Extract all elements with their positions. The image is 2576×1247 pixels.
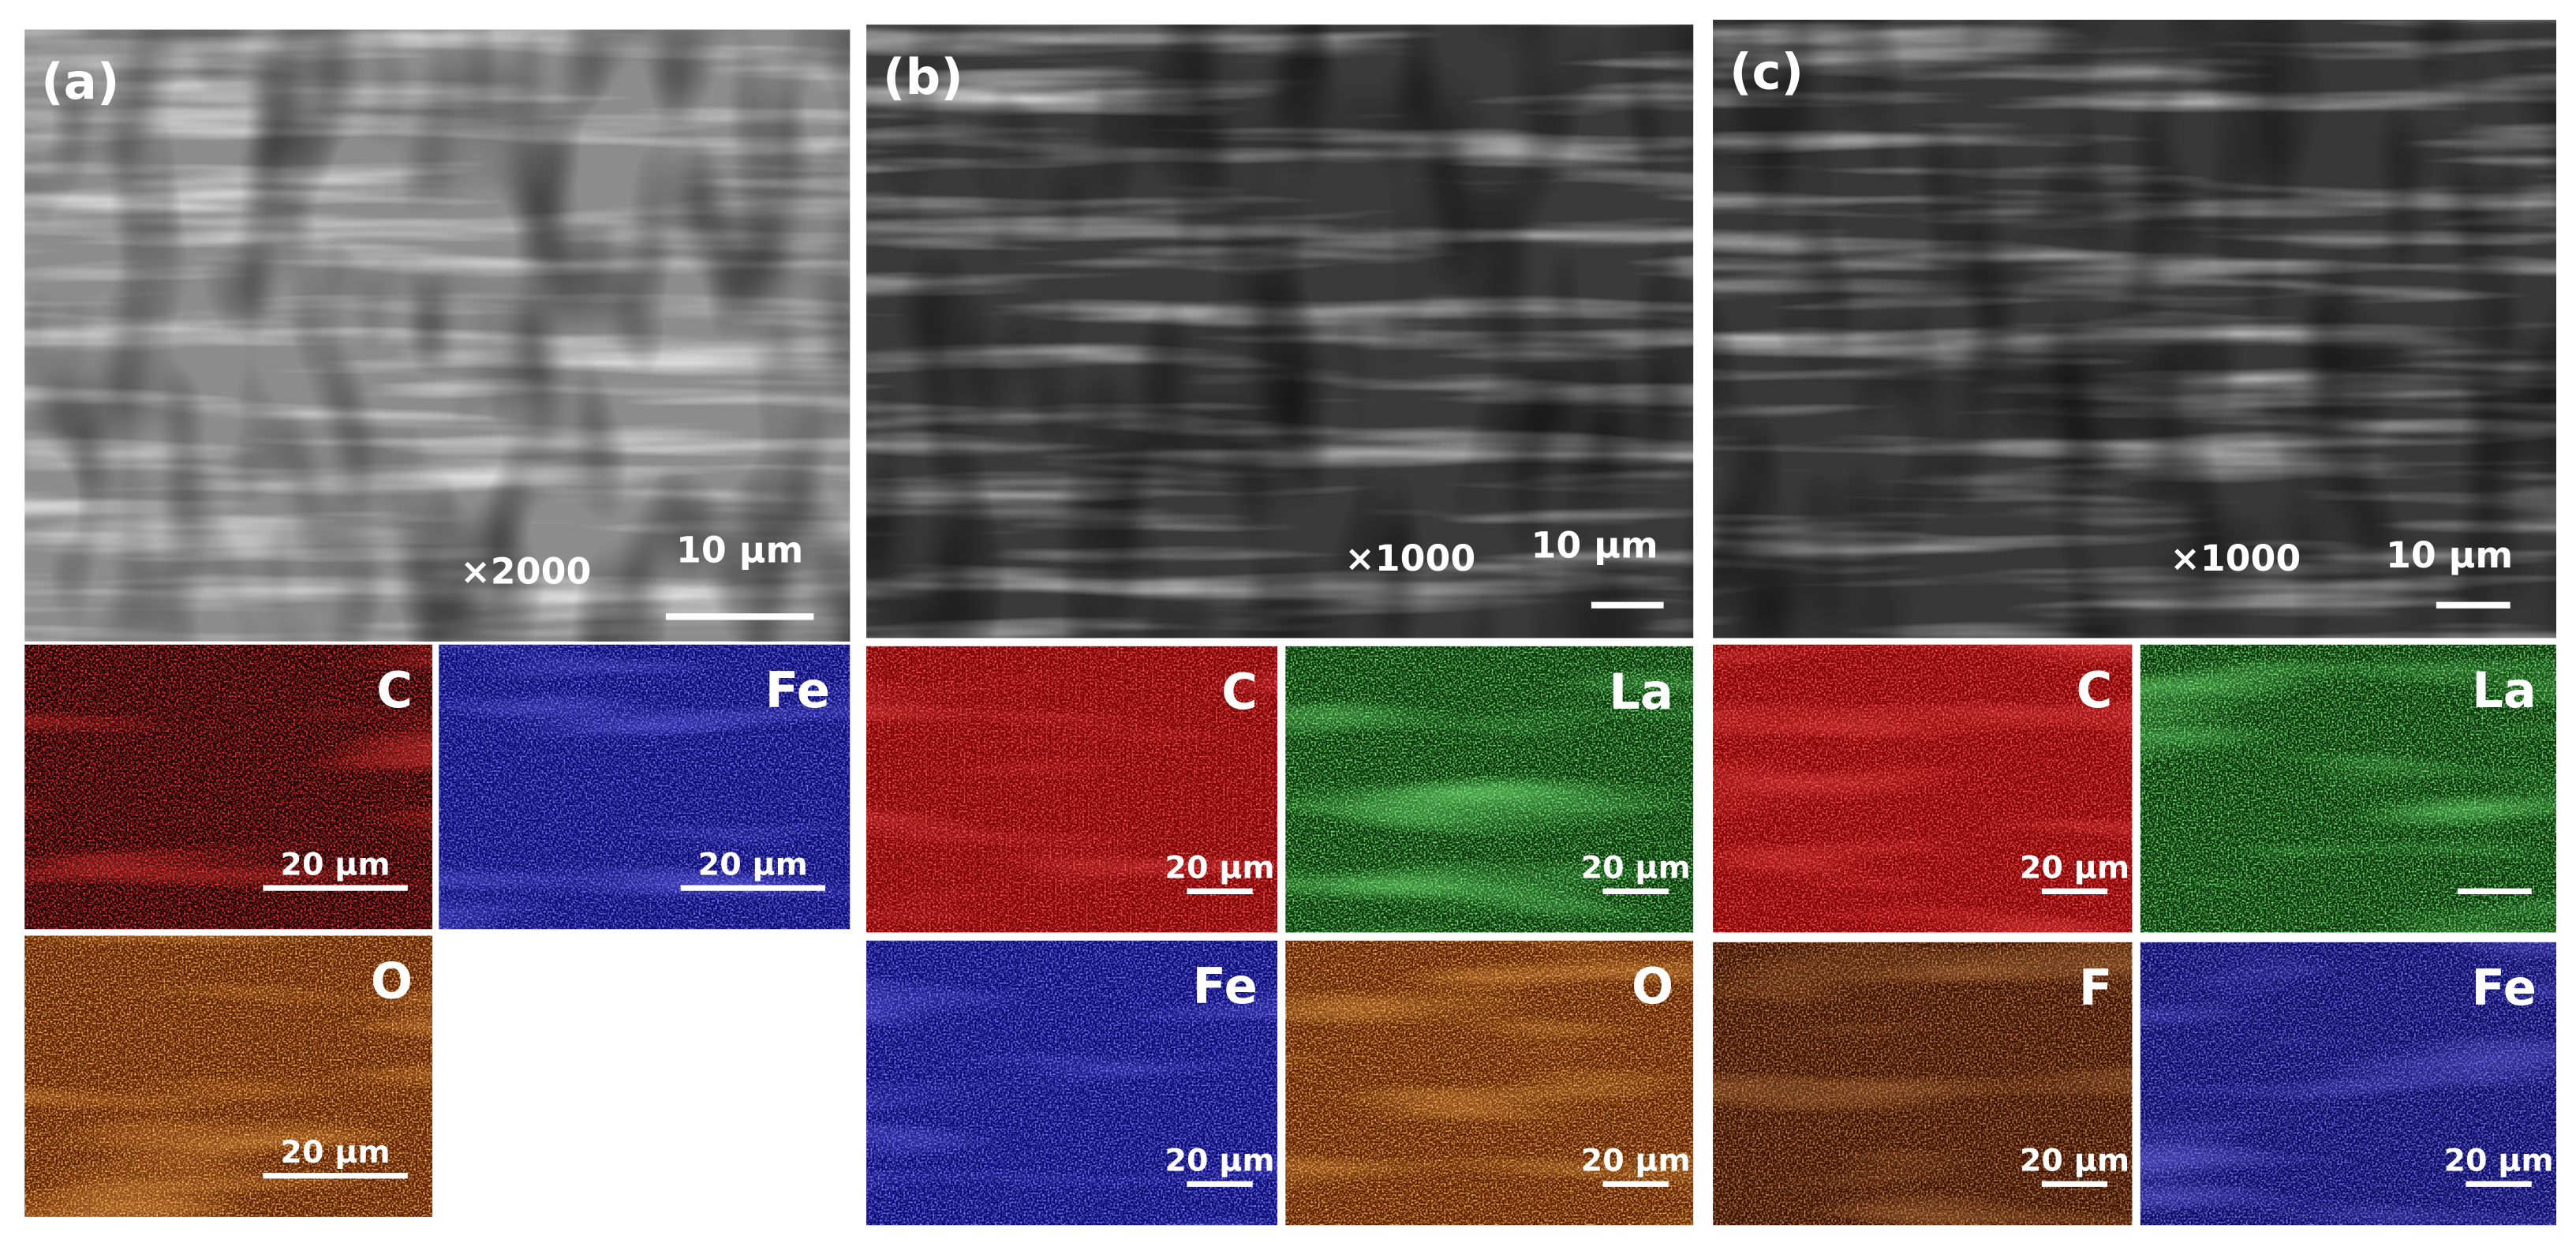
eds-map: C 20 µm bbox=[24, 644, 432, 930]
eds-map: O 20 µm bbox=[1285, 940, 1694, 1226]
element-label: Fe bbox=[2471, 959, 2537, 1017]
element-label: La bbox=[2472, 661, 2537, 719]
element-label: C bbox=[2077, 661, 2113, 719]
scale-bar-label: 10 µm bbox=[2386, 534, 2513, 576]
scale-bar-label: 20 µm bbox=[2020, 850, 2129, 886]
map-texture bbox=[1713, 644, 2133, 933]
scale-bar-label: 20 µm bbox=[280, 1134, 390, 1170]
magnification: ×2000 bbox=[460, 550, 591, 593]
scale-bar-label: 10 µm bbox=[1531, 523, 1658, 566]
scale-bar-label: 20 µm bbox=[2020, 1143, 2129, 1179]
panel: (b) ×1000 10 µm C 20 µm La 20 µm Fe 20 µm O 20 µm bbox=[866, 24, 1694, 1226]
scale-bar-label: 20 µm bbox=[2443, 1143, 2553, 1179]
map-texture bbox=[2140, 644, 2556, 933]
map-texture bbox=[1285, 940, 1694, 1226]
map-texture bbox=[2140, 942, 2556, 1226]
element-label: C bbox=[376, 661, 413, 719]
eds-map: Fe 20 µm bbox=[2140, 942, 2556, 1226]
scale-bar-label: 20 µm bbox=[1581, 850, 1691, 886]
panel: (c) ×1000 10 µm C 20 µm La F 20 µm Fe 20 µm bbox=[1713, 20, 2556, 1226]
element-label: O bbox=[371, 953, 413, 1010]
eds-map: C 20 µm bbox=[866, 646, 1277, 933]
scale-bar-label: 20 µm bbox=[1165, 1143, 1274, 1179]
scale-bar-label: 20 µm bbox=[698, 846, 808, 882]
map-texture bbox=[24, 935, 432, 1217]
scale-bar-label: 20 µm bbox=[1581, 1143, 1691, 1179]
map-texture bbox=[866, 940, 1277, 1226]
eds-map: La bbox=[2140, 644, 2556, 933]
magnification: ×1000 bbox=[1344, 537, 1475, 579]
eds-map: La 20 µm bbox=[1285, 646, 1694, 933]
panel-label: (c) bbox=[1729, 43, 1804, 101]
map-texture bbox=[1713, 942, 2133, 1226]
scale-bar-label: 10 µm bbox=[676, 529, 803, 571]
sem-texture bbox=[866, 24, 1694, 638]
eds-map: C 20 µm bbox=[1713, 644, 2133, 933]
sem-texture bbox=[1713, 20, 2556, 638]
element-label: C bbox=[1221, 663, 1258, 721]
scale-bar-label: 20 µm bbox=[280, 846, 390, 882]
magnification: ×1000 bbox=[2170, 537, 2301, 579]
eds-map: O 20 µm bbox=[24, 935, 432, 1217]
map-texture bbox=[439, 644, 851, 930]
map-texture bbox=[866, 646, 1277, 933]
element-label: Fe bbox=[1192, 957, 1258, 1015]
element-label: O bbox=[1632, 957, 1673, 1015]
element-label: F bbox=[2079, 959, 2113, 1017]
panel-label: (a) bbox=[41, 53, 119, 110]
sem-texture bbox=[24, 29, 851, 642]
map-texture bbox=[24, 644, 432, 930]
eds-map: Fe 20 µm bbox=[866, 940, 1277, 1226]
eds-map: F 20 µm bbox=[1713, 942, 2133, 1226]
eds-map: Fe 20 µm bbox=[439, 644, 851, 930]
element-label: La bbox=[1609, 663, 1673, 721]
panel-label: (b) bbox=[883, 48, 963, 106]
map-texture bbox=[1285, 646, 1694, 933]
element-label: Fe bbox=[765, 661, 831, 719]
panel: (a) ×2000 10 µm C 20 µm Fe 20 µm O 20 µm bbox=[24, 29, 851, 1217]
scale-bar-label: 20 µm bbox=[1165, 850, 1274, 886]
